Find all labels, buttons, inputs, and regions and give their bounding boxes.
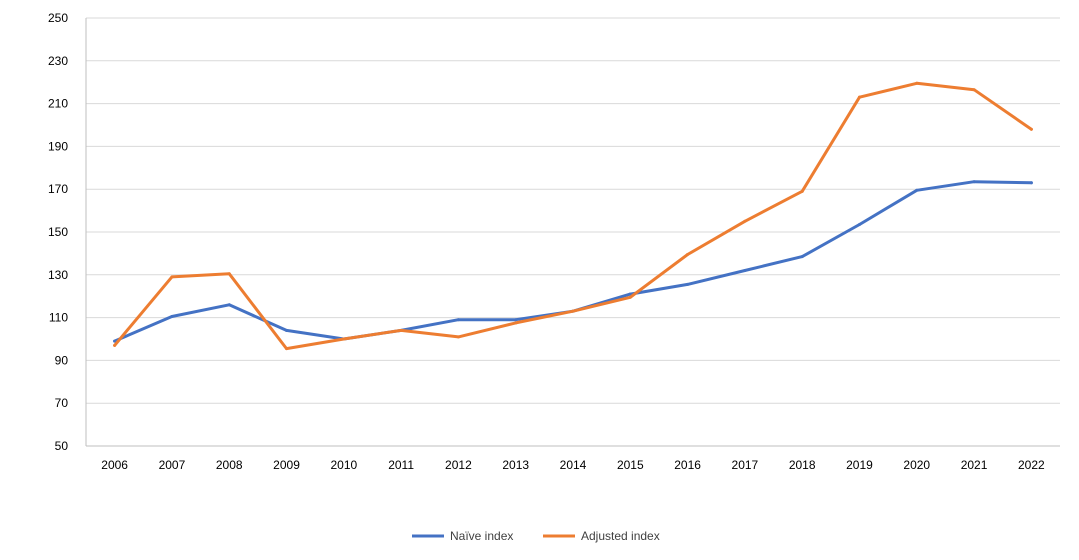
x-tick-label: 2014 <box>560 458 587 472</box>
data-point <box>571 309 575 313</box>
x-tick-label: 2007 <box>159 458 186 472</box>
series-adjusted-index <box>113 81 1033 351</box>
x-tick-label: 2008 <box>216 458 243 472</box>
x-axis-tick-labels: 2006 2007 2008 2009 2010 2011 2012 2013 2014 2015… <box>101 458 1045 472</box>
x-tick-label: 2011 <box>388 458 414 472</box>
data-point <box>972 180 976 184</box>
y-tick-label: 130 <box>48 268 68 282</box>
data-point <box>1029 127 1033 131</box>
legend-item: Adjusted index <box>543 529 660 543</box>
x-tick-label: 2021 <box>961 458 988 472</box>
y-tick-label: 150 <box>48 225 68 239</box>
data-point <box>800 189 804 193</box>
data-point <box>857 223 861 227</box>
x-tick-label: 2016 <box>674 458 701 472</box>
x-tick-label: 2018 <box>789 458 816 472</box>
data-point <box>399 328 403 332</box>
y-tick-label: 190 <box>48 139 68 153</box>
x-tick-label: 2006 <box>101 458 128 472</box>
gridlines <box>85 17 1060 447</box>
data-point <box>628 292 632 296</box>
data-point <box>514 321 518 325</box>
x-tick-label: 2020 <box>903 458 930 472</box>
x-tick-label: 2017 <box>732 458 759 472</box>
series-line <box>113 81 1033 351</box>
data-point <box>456 335 460 339</box>
data-point <box>686 282 690 286</box>
data-point <box>285 347 289 351</box>
x-tick-label: 2013 <box>502 458 529 472</box>
x-tick-label: 2015 <box>617 458 644 472</box>
legend-label: Adjusted index <box>581 529 660 543</box>
data-point <box>227 272 231 276</box>
y-tick-label: 230 <box>48 54 68 68</box>
y-axis-tick-labels: 50 70 90 110 130 150 170 190 210 230 250 <box>48 11 68 453</box>
y-tick-label: 250 <box>48 11 68 25</box>
data-point <box>170 315 174 319</box>
data-point <box>1029 181 1033 185</box>
x-tick-label: 2012 <box>445 458 472 472</box>
data-point <box>227 303 231 307</box>
data-point <box>113 339 117 343</box>
data-point <box>514 318 518 322</box>
x-tick-label: 2019 <box>846 458 873 472</box>
y-tick-label: 170 <box>48 182 68 196</box>
legend-item: Naïve index <box>412 529 513 543</box>
data-point <box>972 88 976 92</box>
data-point <box>628 295 632 299</box>
data-point <box>686 252 690 256</box>
y-tick-label: 110 <box>49 311 68 325</box>
data-point <box>800 255 804 259</box>
y-tick-label: 90 <box>55 353 69 367</box>
data-point <box>456 318 460 322</box>
data-point <box>113 343 117 347</box>
y-tick-label: 70 <box>55 396 69 410</box>
x-tick-label: 2010 <box>330 458 357 472</box>
series-naive-index <box>113 180 1033 343</box>
data-point <box>170 275 174 279</box>
data-point <box>342 337 346 341</box>
legend: Naïve index Adjusted index <box>412 529 660 543</box>
data-point <box>857 95 861 99</box>
x-tick-label: 2022 <box>1018 458 1045 472</box>
legend-label: Naïve index <box>450 529 513 543</box>
series-lines <box>113 81 1033 351</box>
data-point <box>743 219 747 223</box>
y-tick-label: 210 <box>48 97 68 111</box>
x-tick-label: 2009 <box>273 458 300 472</box>
y-tick-label: 50 <box>55 439 69 453</box>
data-point <box>285 328 289 332</box>
data-point <box>915 81 919 85</box>
data-point <box>915 188 919 192</box>
data-point <box>743 269 747 273</box>
